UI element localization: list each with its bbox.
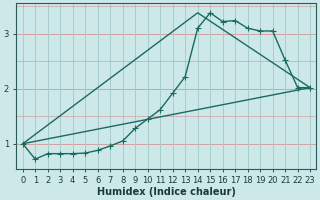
X-axis label: Humidex (Indice chaleur): Humidex (Indice chaleur) [97, 187, 236, 197]
